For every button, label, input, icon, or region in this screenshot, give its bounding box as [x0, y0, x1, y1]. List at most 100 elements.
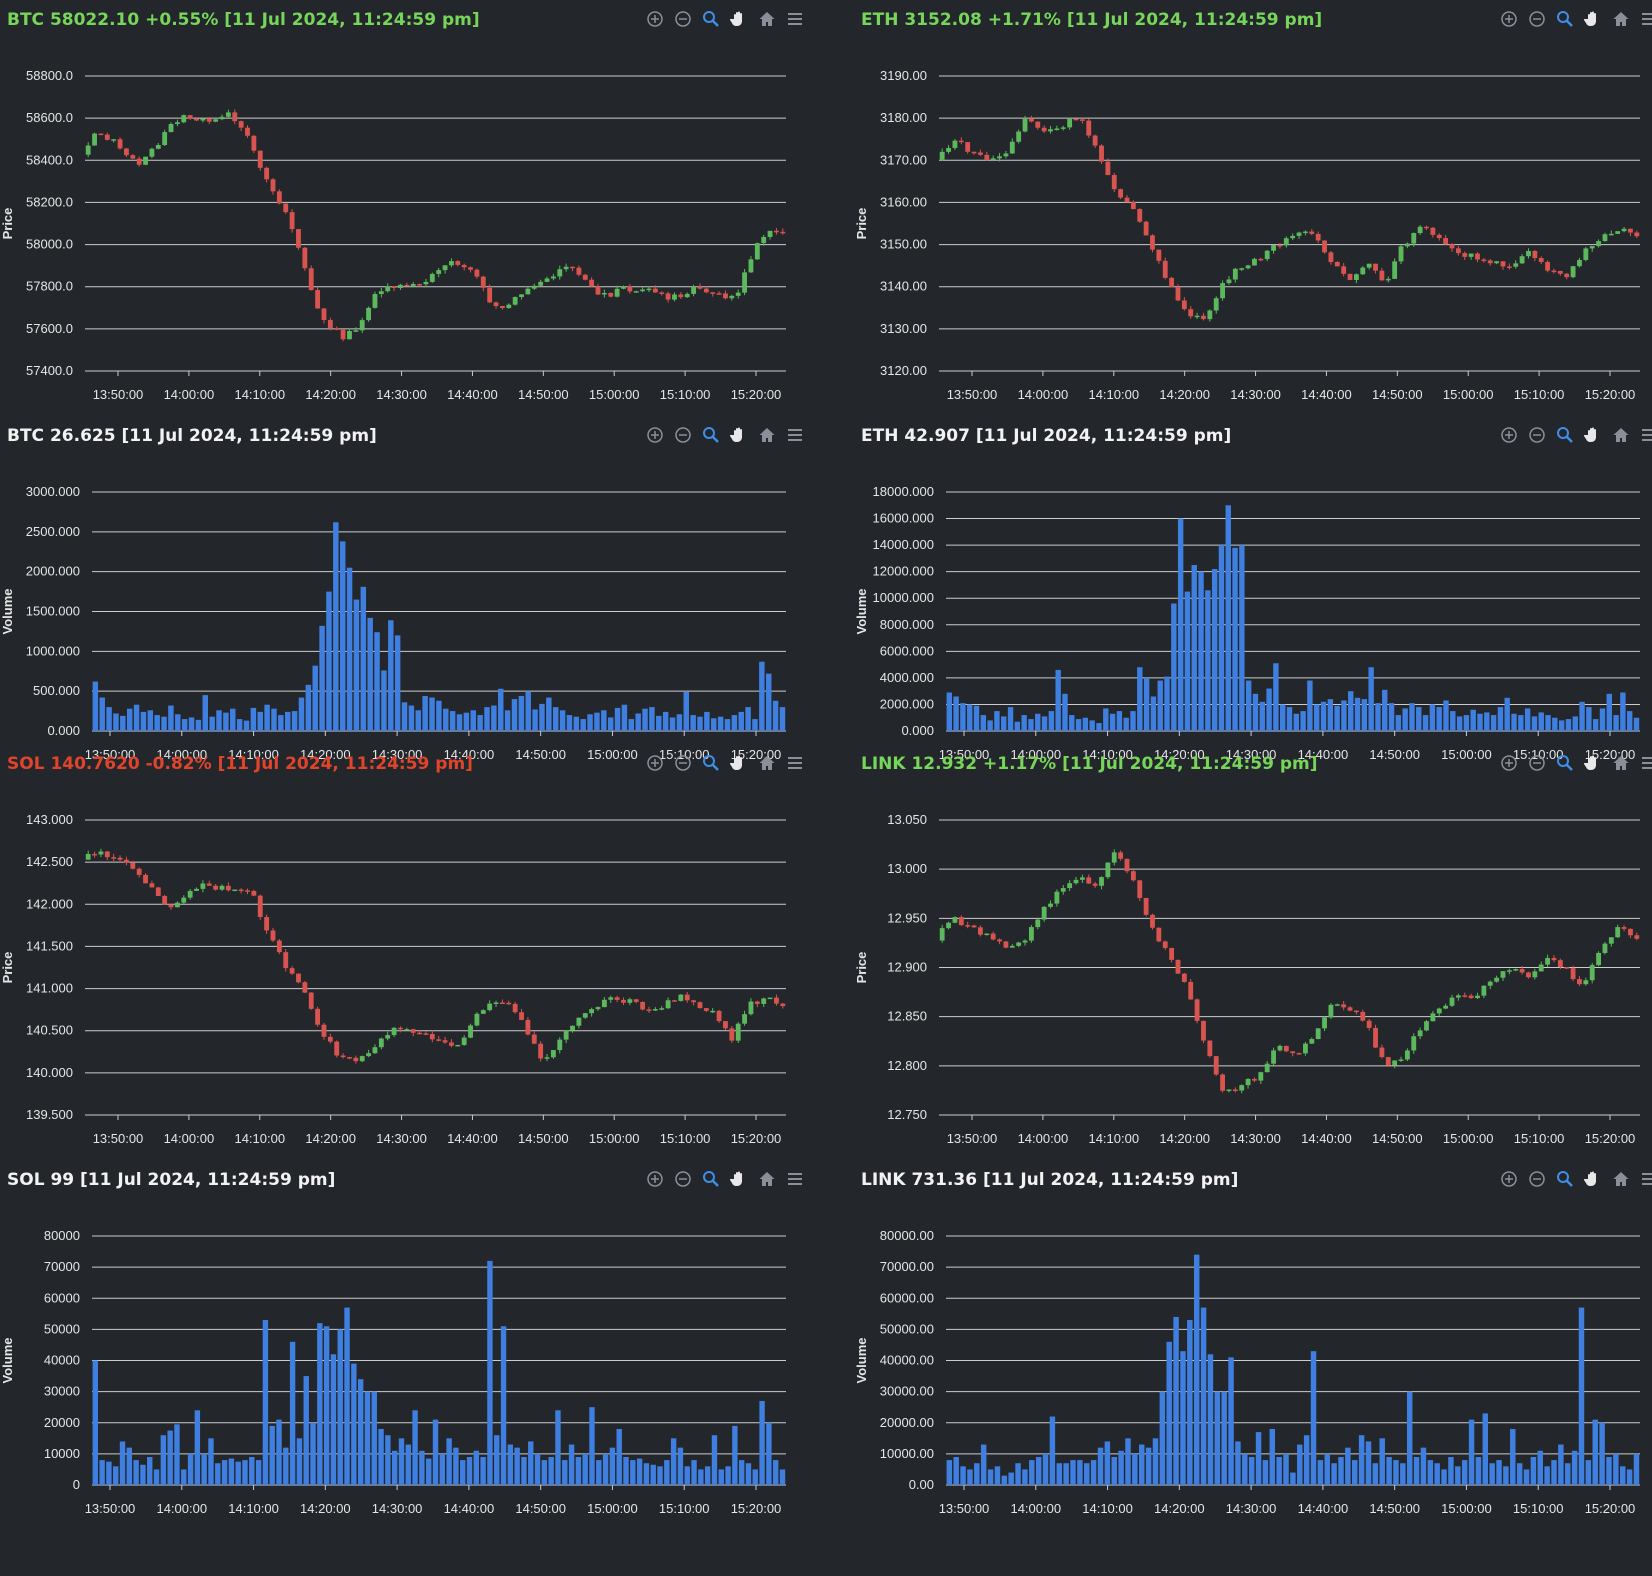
x-tick-label: 14:40:00 [447, 387, 498, 402]
pan-hand-icon[interactable] [1582, 752, 1604, 774]
volume-bar [525, 691, 531, 731]
volume-bar [1035, 713, 1041, 731]
volume-bar [223, 712, 229, 731]
y-axis-label: Volume [854, 589, 869, 635]
magnifier-icon[interactable] [700, 424, 722, 446]
zoom-in-icon[interactable] [1498, 1168, 1520, 1190]
candle [270, 930, 276, 941]
menu-icon[interactable] [1638, 424, 1652, 446]
candle [289, 968, 295, 974]
menu-icon[interactable] [784, 424, 806, 446]
home-icon[interactable] [1610, 752, 1632, 774]
pan-hand-icon[interactable] [1582, 8, 1604, 30]
magnifier-icon[interactable] [700, 8, 722, 30]
zoom-out-icon[interactable] [1526, 1168, 1548, 1190]
volume-bar [953, 696, 959, 731]
menu-icon[interactable] [784, 752, 806, 774]
home-icon[interactable] [756, 752, 778, 774]
magnifier-icon[interactable] [1554, 424, 1576, 446]
magnifier-icon[interactable] [700, 1168, 722, 1190]
zoom-in-icon[interactable] [644, 752, 666, 774]
candle [1130, 202, 1136, 210]
volume-bar [339, 541, 346, 731]
volume-bar [289, 1341, 296, 1485]
magnifier-icon[interactable] [1554, 8, 1576, 30]
y-tick-label: 50000.00 [880, 1321, 934, 1336]
candle [748, 1001, 754, 1015]
zoom-out-icon[interactable] [672, 424, 694, 446]
candle [162, 895, 168, 905]
volume-bar [391, 1450, 398, 1485]
pan-hand-icon[interactable] [728, 424, 750, 446]
y-axis-label: Price [0, 208, 15, 240]
candle [557, 1039, 563, 1051]
candle [952, 140, 958, 148]
zoom-out-icon[interactable] [672, 752, 694, 774]
pan-hand-icon[interactable] [1582, 1168, 1604, 1190]
candle [493, 1002, 499, 1005]
menu-icon[interactable] [1638, 8, 1652, 30]
zoom-in-icon[interactable] [644, 424, 666, 446]
volume-bar [582, 1453, 588, 1485]
candle [1092, 883, 1098, 886]
volume-bar [1475, 1456, 1482, 1485]
volume-bar [487, 1260, 493, 1485]
volume-bar [1429, 704, 1436, 731]
zoom-in-icon[interactable] [1498, 424, 1520, 446]
candle [774, 997, 779, 1004]
volume-bar [113, 713, 119, 731]
volume-bar [1427, 1460, 1434, 1485]
candle [939, 928, 945, 941]
home-icon[interactable] [1610, 424, 1632, 446]
volume-bar [759, 661, 765, 731]
home-icon[interactable] [1610, 8, 1632, 30]
candle [264, 167, 270, 180]
home-icon[interactable] [756, 424, 778, 446]
pan-hand-icon[interactable] [728, 752, 750, 774]
home-icon[interactable] [756, 8, 778, 30]
zoom-out-icon[interactable] [1526, 8, 1548, 30]
home-icon[interactable] [756, 1168, 778, 1190]
zoom-in-icon[interactable] [1498, 752, 1520, 774]
candle [468, 267, 473, 270]
zoom-out-icon[interactable] [1526, 424, 1548, 446]
magnifier-icon[interactable] [700, 752, 722, 774]
y-tick-label: 57800.0 [26, 279, 73, 294]
volume-bar [1125, 1438, 1131, 1485]
zoom-out-icon[interactable] [1526, 752, 1548, 774]
x-tick-label: 15:00:00 [1441, 1501, 1492, 1516]
zoom-out-icon[interactable] [672, 1168, 694, 1190]
menu-icon[interactable] [1638, 1168, 1652, 1190]
zoom-out-icon[interactable] [672, 8, 694, 30]
candle [652, 1009, 658, 1011]
candle [563, 266, 569, 270]
y-tick-label: 2000.000 [880, 696, 934, 711]
volume-bar [1232, 547, 1238, 731]
magnifier-icon[interactable] [1554, 752, 1576, 774]
volume-bar [466, 1456, 473, 1485]
menu-icon[interactable] [784, 1168, 806, 1190]
volume-bar [1286, 707, 1293, 731]
candle [213, 885, 219, 890]
menu-icon[interactable] [784, 8, 806, 30]
pan-hand-icon[interactable] [728, 8, 750, 30]
x-tick-label: 13:50:00 [93, 387, 144, 402]
volume-bar [1443, 700, 1449, 731]
x-tick-label: 14:30:00 [1230, 1131, 1281, 1146]
pan-hand-icon[interactable] [1582, 424, 1604, 446]
volume-bar [690, 715, 696, 731]
candle [1156, 249, 1162, 261]
zoom-in-icon[interactable] [1498, 8, 1520, 30]
pan-hand-icon[interactable] [728, 1168, 750, 1190]
candle [1341, 266, 1347, 274]
candle [111, 139, 117, 141]
candle [1245, 1078, 1251, 1086]
menu-icon[interactable] [1638, 752, 1652, 774]
candle [1188, 981, 1194, 1000]
volume-bar [181, 1469, 187, 1485]
zoom-in-icon[interactable] [644, 1168, 666, 1190]
home-icon[interactable] [1610, 1168, 1632, 1190]
zoom-in-icon[interactable] [644, 8, 666, 30]
candle [531, 285, 537, 289]
magnifier-icon[interactable] [1554, 1168, 1576, 1190]
